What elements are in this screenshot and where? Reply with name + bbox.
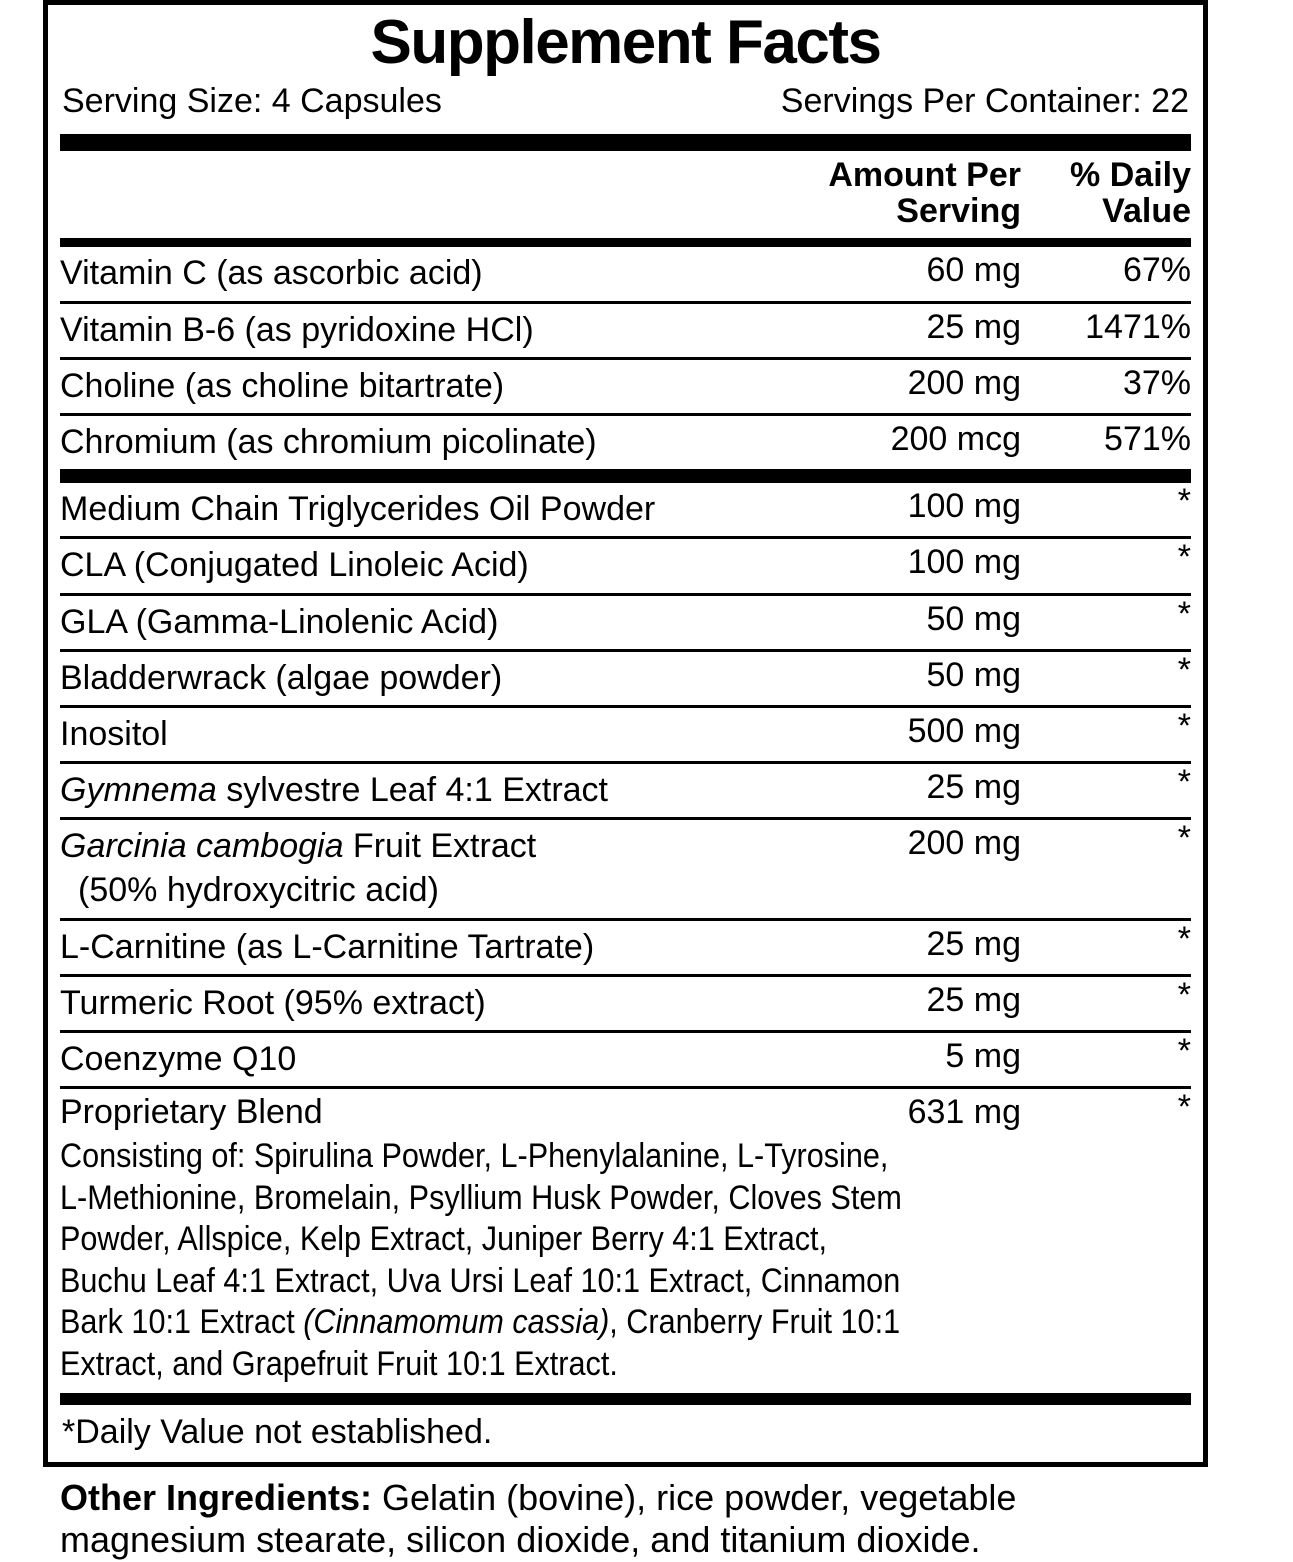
ingredient-row: Bladderwrack (algae powder) 50 mg * bbox=[60, 648, 1191, 705]
panel-title: Supplement Facts bbox=[370, 8, 883, 77]
vitamins-section: Vitamin C (as ascorbic acid) 60 mg 67% V… bbox=[60, 247, 1191, 469]
ingredient-amount: 200 mg bbox=[907, 363, 1021, 402]
ingredient-amount: 100 mg bbox=[907, 487, 1021, 526]
other-actives-section: Medium Chain Triglycerides Oil Powder 10… bbox=[60, 482, 1191, 1086]
ingredient-row: Vitamin C (as ascorbic acid) 60 mg 67% bbox=[60, 247, 1191, 300]
ingredient-daily-value: * bbox=[1177, 919, 1191, 958]
thick-divider-top bbox=[60, 134, 1191, 151]
thick-divider-mid bbox=[60, 469, 1191, 484]
ingredient-name: L-Carnitine (as L-Carnitine Tartrate) bbox=[60, 927, 595, 966]
amount-header-line2: Serving bbox=[896, 191, 1021, 230]
ingredient-row: GLA (Gamma-Linolenic Acid) 50 mg * bbox=[60, 592, 1191, 649]
ingredient-name: Chromium (as chromium picolinate) bbox=[60, 422, 597, 461]
ingredient-name: Medium Chain Triglycerides Oil Powder bbox=[60, 490, 656, 529]
ingredient-amount: 25 mg bbox=[926, 924, 1022, 963]
ingredient-daily-value: * bbox=[1177, 706, 1191, 745]
other-ingredients-line2: magnesium stearate, silicon dioxide, and… bbox=[60, 1519, 981, 1561]
daily-value-header-line2: Value bbox=[1102, 191, 1191, 230]
blend-description-line: Consisting of: Spirulina Powder, L-Pheny… bbox=[60, 1137, 889, 1176]
ingredient-row: Turmeric Root (95% extract) 25 mg * bbox=[60, 973, 1191, 1030]
ingredient-name: Garcinia cambogia Fruit Extract (50% hydr… bbox=[60, 824, 771, 912]
other-ingredients-label: Other Ingredients: bbox=[60, 1477, 373, 1518]
ingredient-amount: 200 mcg bbox=[890, 419, 1021, 458]
ingredient-amount: 25 mg bbox=[926, 980, 1022, 1019]
blend-description-line: Buchu Leaf 4:1 Extract, Uva Ursi Leaf 10… bbox=[60, 1261, 901, 1300]
blend-description-line: Extract, and Grapefruit Fruit 10:1 Extra… bbox=[60, 1344, 618, 1383]
ingredient-daily-value: 37% bbox=[1122, 363, 1191, 402]
ingredient-amount: 100 mg bbox=[907, 543, 1021, 582]
ingredient-amount: 500 mg bbox=[907, 711, 1021, 750]
ingredient-amount: 50 mg bbox=[926, 599, 1022, 638]
ingredient-amount: 25 mg bbox=[926, 768, 1022, 807]
ingredient-name: Turmeric Root (95% extract) bbox=[60, 983, 486, 1022]
other-ingredients-paragraph: Other Ingredients: Gelatin (bovine), ric… bbox=[60, 1477, 1208, 1562]
blend-description: Consisting of: Spirulina Powder, L-Pheny… bbox=[60, 1132, 1078, 1385]
serving-info-row: Serving Size: 4 Capsules Servings Per Co… bbox=[60, 82, 1191, 134]
proprietary-blend-name: Proprietary Blend bbox=[60, 1093, 323, 1132]
ingredient-daily-value: 571% bbox=[1104, 419, 1191, 458]
ingredient-row: Garcinia cambogia Fruit Extract (50% hydr… bbox=[60, 817, 1191, 917]
servings-per-container-text: Servings Per Container: 22 bbox=[780, 82, 1189, 120]
ingredient-amount: 25 mg bbox=[926, 307, 1022, 346]
ingredient-daily-value: * bbox=[1177, 538, 1191, 577]
ingredient-daily-value: 1471% bbox=[1085, 307, 1191, 346]
blend-description-line: Powder, Allspice, Kelp Extract, Juniper … bbox=[60, 1220, 828, 1259]
proprietary-blend-daily-value: * bbox=[1177, 1088, 1191, 1127]
column-header-row: Amount Per Serving % Daily Value bbox=[60, 151, 1191, 238]
daily-value-header-line1: % Daily bbox=[1070, 156, 1191, 194]
ingredient-row: CLA (Conjugated Linoleic Acid) 100 mg * bbox=[60, 536, 1191, 592]
amount-header-line1: Amount Per bbox=[828, 156, 1021, 194]
thick-divider-under-header bbox=[60, 238, 1191, 248]
ingredient-daily-value: 67% bbox=[1122, 251, 1191, 290]
ingredient-row: Medium Chain Triglycerides Oil Powder 10… bbox=[60, 482, 1191, 536]
ingredient-row: Chromium (as chromium picolinate) 200 mc… bbox=[60, 412, 1191, 469]
ingredient-name: Vitamin B-6 (as pyridoxine HCl) bbox=[60, 310, 534, 349]
other-ingredients-line1: Gelatin (bovine), rice powder, vegetable bbox=[372, 1477, 1017, 1518]
ingredient-daily-value: * bbox=[1177, 594, 1191, 633]
ingredient-row: Gymnema sylvestre Leaf 4:1 Extract 25 mg… bbox=[60, 761, 1191, 817]
ingredient-daily-value: * bbox=[1177, 763, 1191, 802]
ingredient-name: Coenzyme Q10 bbox=[60, 1040, 297, 1078]
thick-divider-bottom bbox=[60, 1393, 1191, 1405]
ingredient-row: Inositol 500 mg * bbox=[60, 704, 1191, 761]
ingredient-daily-value: * bbox=[1177, 1032, 1191, 1070]
ingredient-amount: 50 mg bbox=[926, 655, 1022, 694]
proprietary-blend-amount: 631 mg bbox=[907, 1093, 1021, 1132]
ingredient-amount: 5 mg bbox=[945, 1037, 1021, 1075]
proprietary-blend-row: Proprietary Blend 631 mg * bbox=[60, 1088, 1191, 1132]
ingredient-daily-value: * bbox=[1177, 482, 1191, 521]
supplement-facts-panel: Supplement Facts Serving Size: 4 Capsule… bbox=[43, 0, 1208, 1467]
ingredient-name: Choline (as choline bitartrate) bbox=[60, 366, 505, 405]
ingredient-name-line2: (50% hydroxycitric acid) bbox=[78, 871, 439, 910]
ingredient-daily-value: * bbox=[1177, 650, 1191, 689]
serving-size-text: Serving Size: 4 Capsules bbox=[62, 82, 442, 120]
ingredient-name: Bladderwrack (algae powder) bbox=[60, 658, 503, 697]
proprietary-blend-block: Proprietary Blend 631 mg * Consisting of… bbox=[60, 1086, 1191, 1393]
ingredient-row: L-Carnitine (as L-Carnitine Tartrate) 25… bbox=[60, 917, 1191, 974]
ingredient-amount: 60 mg bbox=[926, 251, 1022, 290]
blend-description-line: L-Methionine, Bromelain, Psyllium Husk P… bbox=[60, 1178, 902, 1217]
ingredient-amount: 200 mg bbox=[907, 824, 1021, 863]
ingredient-row: Coenzyme Q10 5 mg * bbox=[60, 1030, 1191, 1086]
ingredient-name: Vitamin C (as ascorbic acid) bbox=[60, 254, 483, 293]
ingredient-row: Choline (as choline bitartrate) 200 mg 3… bbox=[60, 356, 1191, 413]
ingredient-name: Inositol bbox=[60, 714, 168, 753]
ingredient-name: CLA (Conjugated Linoleic Acid) bbox=[60, 546, 529, 585]
daily-value-footnote: *Daily Value not established. bbox=[62, 1413, 493, 1451]
ingredient-daily-value: * bbox=[1177, 819, 1191, 858]
ingredient-name: Gymnema sylvestre Leaf 4:1 Extract bbox=[60, 771, 608, 810]
ingredient-name: GLA (Gamma-Linolenic Acid) bbox=[60, 602, 499, 641]
ingredient-row: Vitamin B-6 (as pyridoxine HCl) 25 mg 14… bbox=[60, 300, 1191, 357]
ingredient-daily-value: * bbox=[1177, 975, 1191, 1014]
daily-value-header: % Daily Value bbox=[1021, 156, 1191, 230]
blend-description-line: Bark 10:1 Extract (Cinnamomum cassia), C… bbox=[60, 1303, 901, 1342]
amount-per-serving-header: Amount Per Serving bbox=[771, 156, 1021, 230]
